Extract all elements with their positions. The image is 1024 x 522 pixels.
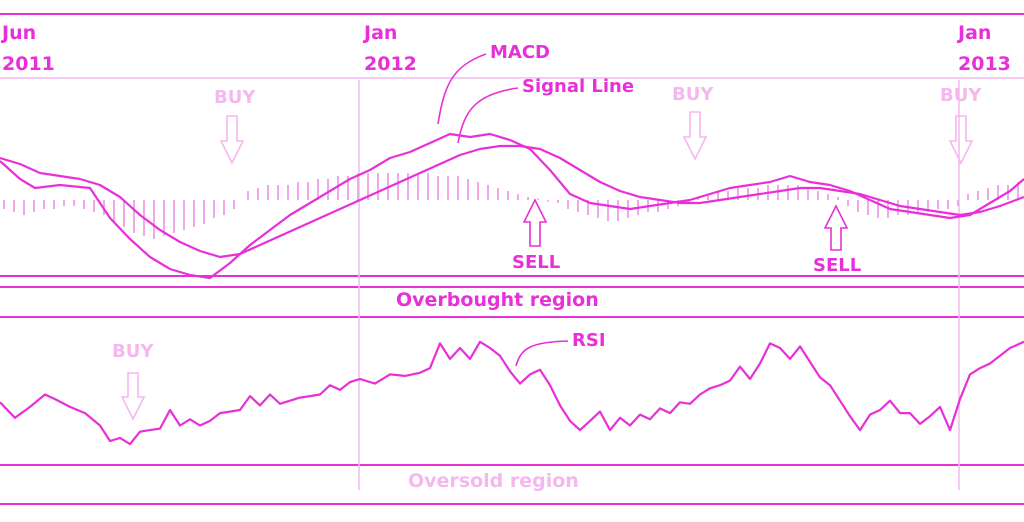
signal-line bbox=[0, 144, 1024, 259]
date-year: 2012 bbox=[364, 53, 417, 75]
sell-label-2: SELL bbox=[813, 255, 862, 276]
rsi-leader bbox=[515, 340, 569, 367]
rsi-line bbox=[0, 340, 1024, 446]
buy-arrow-3 bbox=[948, 115, 974, 165]
macd-lines bbox=[0, 132, 1024, 280]
date-month: Jun bbox=[2, 22, 37, 44]
signal-arrows bbox=[120, 111, 974, 421]
rsi-line-group bbox=[0, 340, 1024, 446]
macd-leader bbox=[437, 53, 487, 125]
signal-leader bbox=[457, 87, 519, 144]
buy-arrow-1 bbox=[219, 115, 245, 165]
panel-frames bbox=[0, 13, 1024, 505]
rsi-annotation: RSI bbox=[572, 330, 606, 351]
overbought-region-label: Overbought region bbox=[396, 289, 599, 311]
date-month: Jan bbox=[364, 22, 398, 44]
date-label-jan-2013: Jan 2013 bbox=[958, 22, 1011, 75]
macd-annotation: MACD bbox=[490, 42, 550, 63]
oversold-region-label: Oversold region bbox=[408, 470, 579, 492]
date-month: Jan bbox=[958, 22, 992, 44]
date-label-jan-2012: Jan 2012 bbox=[364, 22, 417, 75]
sell-label-1: SELL bbox=[512, 252, 561, 273]
date-year: 2011 bbox=[2, 53, 55, 75]
signal-line-annotation: Signal Line bbox=[522, 76, 635, 97]
buy-arrow-2 bbox=[682, 111, 708, 161]
sell-arrow-1 bbox=[522, 198, 548, 247]
macd-line bbox=[0, 132, 1024, 280]
buy-arrow-rsi bbox=[120, 372, 146, 421]
date-label-jun-2011: Jun 2011 bbox=[2, 22, 55, 75]
macd-histogram bbox=[3, 173, 1019, 239]
buy-label-1: BUY bbox=[214, 87, 256, 108]
buy-label-3: BUY bbox=[940, 85, 982, 106]
sell-arrow-2 bbox=[823, 204, 849, 251]
date-year: 2013 bbox=[958, 53, 1011, 75]
buy-label-2: BUY bbox=[672, 84, 714, 105]
buy-label-rsi: BUY bbox=[112, 341, 154, 362]
annotation-leaders bbox=[437, 53, 569, 367]
